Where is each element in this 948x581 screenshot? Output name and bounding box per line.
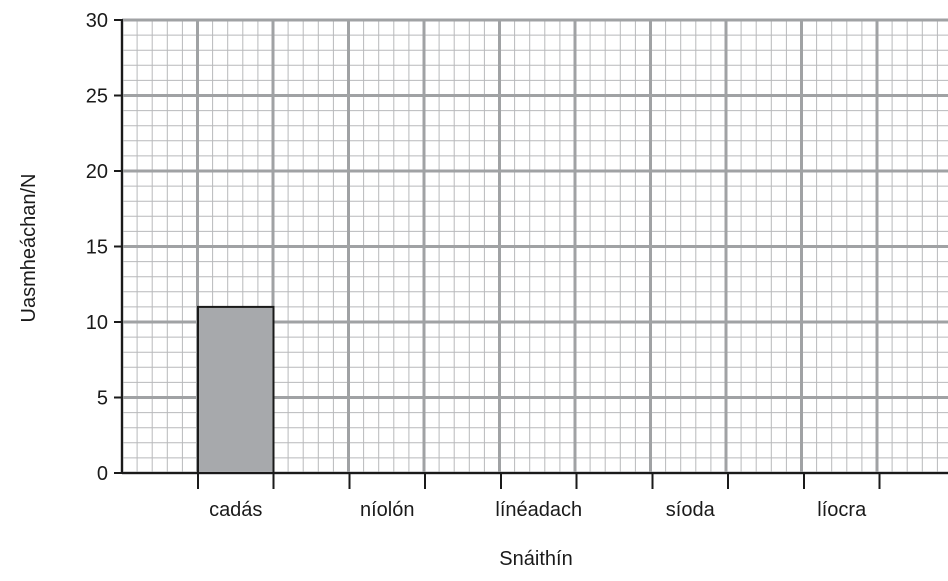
x-tick-labels: cadás níolón línéadach síoda líocra xyxy=(197,473,881,521)
bars xyxy=(197,305,275,474)
y-tick-label: 20 xyxy=(86,161,108,183)
y-tick-labels: 0 5 10 15 20 25 30 xyxy=(86,10,122,485)
y-tick-label: 25 xyxy=(86,86,108,108)
x-tick-label: líocra xyxy=(817,499,867,521)
y-tick-label: 15 xyxy=(86,237,108,259)
bar xyxy=(197,305,275,474)
x-tick-label: cadás xyxy=(209,499,262,521)
y-axis-title: Uasmheáchan/N xyxy=(18,174,40,323)
y-tick-label: 10 xyxy=(86,312,108,334)
x-tick-label: línéadach xyxy=(495,499,582,521)
x-tick-label: síoda xyxy=(666,499,716,521)
y-tick-label: 30 xyxy=(86,10,108,32)
x-axis-title: Snáithín xyxy=(499,548,572,570)
y-tick-label: 0 xyxy=(97,463,108,485)
x-tick-label: níolón xyxy=(360,499,415,521)
y-tick-label: 5 xyxy=(97,388,108,410)
